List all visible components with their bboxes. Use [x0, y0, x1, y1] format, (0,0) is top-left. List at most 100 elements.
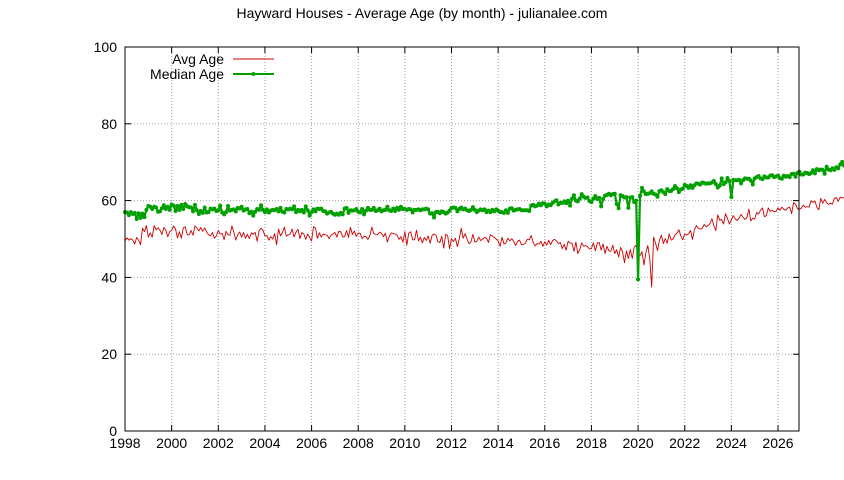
- data-point-median-age: [729, 195, 734, 200]
- data-point-median-age: [179, 202, 184, 207]
- data-point-median-age: [793, 174, 798, 179]
- data-point-median-age: [191, 209, 196, 214]
- data-point-median-age: [639, 185, 644, 190]
- data-point-median-age: [196, 212, 201, 217]
- x-tick-label: 2000: [156, 435, 187, 451]
- y-tick-label: 0: [109, 423, 117, 439]
- data-point-median-age: [132, 210, 137, 215]
- data-point-median-age: [142, 215, 147, 220]
- data-point-median-age: [636, 277, 641, 282]
- data-point-median-age: [159, 206, 164, 211]
- data-point-median-age: [727, 179, 732, 184]
- x-tick-label: 2010: [389, 435, 420, 451]
- series-line-median-age: [124, 160, 844, 281]
- data-point-median-age: [527, 208, 532, 213]
- data-point-median-age: [750, 182, 755, 187]
- data-point-median-age: [624, 195, 629, 200]
- data-point-median-age: [739, 181, 744, 186]
- data-point-median-age: [655, 194, 660, 199]
- data-point-median-age: [812, 171, 817, 176]
- data-point-median-age: [397, 207, 402, 212]
- series-avg-age: [124, 196, 844, 288]
- data-point-median-age: [292, 204, 297, 209]
- data-point-median-age: [719, 176, 724, 181]
- chart-title: Hayward Houses - Average Age (by month) …: [237, 5, 608, 21]
- data-point-median-age: [136, 211, 141, 216]
- data-point-median-age: [822, 171, 827, 176]
- data-point-median-age: [171, 203, 176, 208]
- data-point-median-age: [725, 175, 730, 180]
- data-point-median-age: [554, 198, 559, 203]
- data-point-median-age: [257, 207, 262, 212]
- data-point-median-age: [717, 183, 722, 188]
- data-point-median-age: [173, 208, 178, 213]
- data-point-median-age: [344, 205, 349, 210]
- data-point-median-age: [599, 204, 604, 209]
- data-point-median-age: [167, 207, 172, 212]
- data-point-median-age: [383, 207, 388, 212]
- data-point-median-age: [154, 205, 159, 210]
- y-tick-label: 100: [94, 39, 118, 55]
- x-tick-label: 2002: [203, 435, 234, 451]
- data-point-median-age: [371, 205, 376, 210]
- data-point-median-age: [385, 204, 390, 209]
- y-tick-label: 60: [101, 193, 117, 209]
- data-point-median-age: [181, 207, 186, 212]
- x-tick-label: 2020: [623, 435, 654, 451]
- data-point-median-age: [393, 208, 398, 213]
- data-point-median-age: [630, 195, 635, 200]
- data-point-median-age: [282, 210, 287, 215]
- x-tick-label: 2026: [762, 435, 793, 451]
- data-point-median-age: [577, 196, 582, 201]
- data-point-median-age: [779, 176, 784, 181]
- data-point-median-age: [737, 177, 742, 182]
- data-point-median-age: [432, 215, 437, 220]
- data-point-median-age: [820, 167, 825, 172]
- data-point-median-age: [430, 211, 435, 216]
- x-tick-label: 2008: [343, 435, 374, 451]
- data-point-median-age: [671, 187, 676, 192]
- data-point-median-age: [189, 205, 194, 210]
- data-point-median-age: [157, 209, 162, 214]
- data-point-median-age: [810, 168, 815, 173]
- data-point-median-age: [680, 186, 685, 191]
- data-point-median-age: [194, 208, 199, 213]
- y-tick-label: 20: [101, 346, 117, 362]
- legend: Avg Age Median Age: [150, 51, 274, 82]
- data-point-median-age: [218, 203, 223, 208]
- x-tick-label: 2024: [716, 435, 747, 451]
- data-point-median-age: [226, 203, 230, 208]
- x-tick-label: 2022: [669, 435, 700, 451]
- data-point-median-age: [138, 215, 143, 220]
- axis-ticks: 0 20 40 60 80 100 1998 2000 2002 2004 2006 2008 2010…: [94, 39, 799, 451]
- grid: [125, 47, 799, 431]
- data-point-median-age: [597, 195, 602, 200]
- data-point-median-age: [192, 202, 197, 207]
- data-point-median-age: [144, 207, 149, 212]
- x-tick-label: 2018: [576, 435, 607, 451]
- y-tick-label: 40: [101, 269, 117, 285]
- data-point-median-age: [836, 166, 841, 171]
- data-point-median-age: [251, 213, 256, 218]
- data-point-median-age: [134, 217, 139, 222]
- data-point-median-age: [264, 207, 269, 212]
- data-point-median-age: [787, 175, 792, 180]
- legend-label-avg-age: Avg Age: [172, 51, 224, 67]
- x-tick-label: 2016: [529, 435, 560, 451]
- data-point-median-age: [505, 210, 510, 215]
- data-point-median-age: [360, 207, 365, 212]
- data-point-median-age: [453, 205, 458, 210]
- data-point-median-age: [202, 205, 207, 210]
- data-point-median-age: [723, 180, 728, 185]
- data-point-median-age: [140, 211, 145, 216]
- data-point-median-age: [589, 200, 594, 205]
- data-point-median-age: [601, 197, 606, 202]
- data-point-median-age: [276, 209, 281, 214]
- data-point-median-age: [358, 210, 363, 215]
- data-point-median-age: [616, 206, 621, 211]
- data-point-median-age: [303, 204, 308, 209]
- data-point-median-age: [566, 198, 571, 203]
- data-point-median-age: [216, 208, 221, 213]
- data-point-median-age: [585, 195, 590, 200]
